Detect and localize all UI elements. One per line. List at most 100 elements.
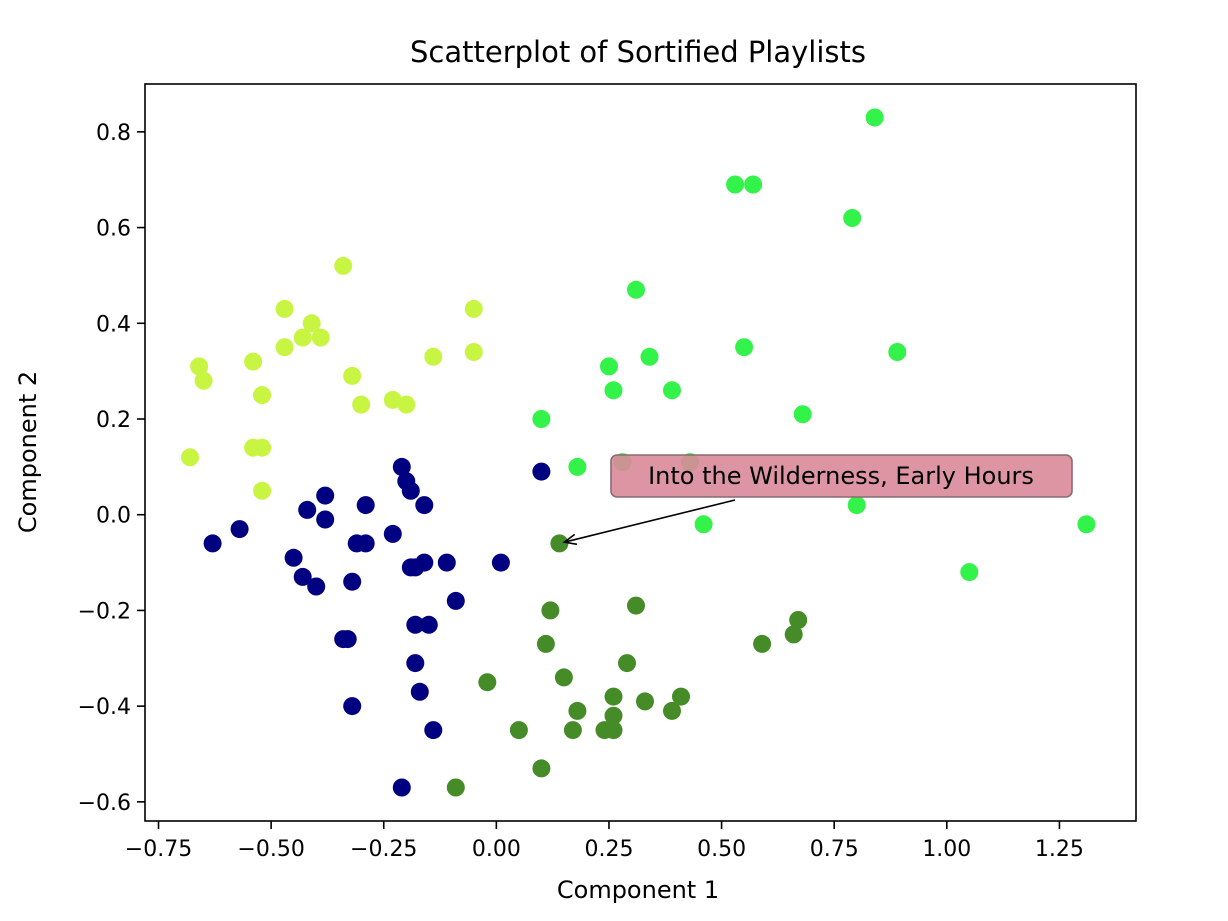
scatter-point-cluster-olive-green-17 xyxy=(532,759,551,778)
scatter-point-cluster-bright-green-9 xyxy=(604,381,623,400)
scatter-point-cluster-bright-green-6 xyxy=(735,338,754,357)
scatter-point-cluster-yellow-green-3 xyxy=(244,352,263,371)
scatter-point-cluster-navy-10 xyxy=(343,572,362,591)
scatter-point-cluster-olive-green-12 xyxy=(604,706,623,725)
scatter-point-cluster-olive-green-7 xyxy=(604,687,623,706)
y-tick-label: 0.6 xyxy=(96,217,131,242)
scatter-point-cluster-navy-5 xyxy=(307,577,326,596)
scatter-point-cluster-olive-green-19 xyxy=(784,625,803,644)
scatter-point-cluster-bright-green-16 xyxy=(694,515,713,534)
y-tick-label: −0.4 xyxy=(78,695,131,720)
y-axis-ticks: −0.6 −0.4 −0.2 0.0 0.2 0.4 0.6 0.8 xyxy=(78,121,145,816)
scatter-point-cluster-navy-32 xyxy=(532,462,551,481)
scatter-point-cluster-navy-21 xyxy=(415,553,434,572)
scatter-point-cluster-olive-green-1 xyxy=(541,601,560,620)
scatter-point-cluster-yellow-green-2 xyxy=(194,371,213,390)
annotation-box xyxy=(610,454,1073,498)
scatter-point-cluster-yellow-green-7 xyxy=(253,481,272,500)
x-tick-label: −0.25 xyxy=(350,837,417,862)
scatter-point-cluster-yellow-green-12 xyxy=(311,328,330,347)
scatter-point-cluster-yellow-green-16 xyxy=(383,390,402,409)
scatter-point-cluster-bright-green-11 xyxy=(793,405,812,424)
x-axis-ticks: −0.75 −0.50 −0.25 0.00 0.25 0.50 0.75 1.00 1.25 xyxy=(125,821,1084,862)
scatter-point-cluster-navy-24 xyxy=(419,615,438,634)
scatter-point-cluster-bright-green-4 xyxy=(627,280,645,299)
x-tick-label: 0.25 xyxy=(584,837,633,862)
scatter-point-cluster-navy-30 xyxy=(491,553,510,572)
scatter-point-cluster-navy-23 xyxy=(406,615,425,634)
scatter-point-cluster-bright-green-13 xyxy=(568,457,587,476)
scatter-point-cluster-navy-3 xyxy=(293,567,312,586)
annotation-arrowhead xyxy=(562,533,578,546)
x-tick-label: 0.75 xyxy=(810,837,859,862)
x-tick-label: 1.25 xyxy=(1035,837,1084,862)
scatter-point-cluster-yellow-green-14 xyxy=(343,366,362,385)
scatter-point-cluster-olive-green-8 xyxy=(636,692,654,711)
scatter-point-cluster-navy-7 xyxy=(316,510,335,529)
scatter-point-cluster-bright-green-10 xyxy=(663,381,681,400)
scatter-point-cluster-yellow-green-17 xyxy=(397,395,416,414)
y-tick-label: 0.2 xyxy=(96,408,131,433)
x-axis-label: Component 1 xyxy=(557,876,719,904)
scatter-point-cluster-navy-1 xyxy=(230,520,249,539)
scatter-point-cluster-bright-green-7 xyxy=(888,343,907,361)
scatter-point-cluster-bright-green-17 xyxy=(847,496,866,515)
scatter-point-cluster-olive-green-9 xyxy=(672,687,690,706)
scatter-point-cluster-yellow-green-6 xyxy=(253,386,272,405)
scatter-point-cluster-bright-green-3 xyxy=(843,209,862,227)
y-tick-label: −0.2 xyxy=(78,599,131,624)
scatter-point-cluster-yellow-green-8 xyxy=(275,299,294,318)
scatter-point-cluster-olive-green-15 xyxy=(563,721,582,740)
scatter-point-cluster-navy-12 xyxy=(356,534,375,553)
scatter-point-cluster-olive-green-2 xyxy=(627,596,645,615)
scatter-point-cluster-yellow-green-15 xyxy=(352,395,371,414)
scatter-point-cluster-olive-green-14 xyxy=(604,721,623,740)
scatter-point-cluster-navy-18 xyxy=(401,481,420,500)
scatter-point-cluster-bright-green-19 xyxy=(960,563,979,582)
scatter-point-cluster-navy-4 xyxy=(298,500,317,519)
scatter-point-cluster-navy-26 xyxy=(410,682,429,701)
scatter-point-cluster-navy-14 xyxy=(343,697,362,716)
scatter-point-cluster-navy-9 xyxy=(338,630,357,649)
scatter-point-cluster-bright-green-12 xyxy=(532,410,551,428)
scatter-point-cluster-bright-green-5 xyxy=(640,347,659,366)
annotation-label: Into the Wilderness, Early Hours xyxy=(648,462,1034,490)
y-tick-label: 0.4 xyxy=(96,312,131,337)
y-tick-label: 0.0 xyxy=(96,504,131,529)
x-tick-label: 0.00 xyxy=(472,837,521,862)
scatter-point-cluster-olive-green-18 xyxy=(446,778,465,797)
x-tick-label: 0.50 xyxy=(697,837,746,862)
scatter-point-cluster-yellow-green-20 xyxy=(464,343,483,361)
scatter-point-cluster-olive-green-5 xyxy=(554,668,573,687)
y-tick-label: 0.8 xyxy=(96,121,131,146)
scatter-point-cluster-olive-green-4 xyxy=(618,654,636,673)
annotation-arrow xyxy=(564,499,736,543)
scatter-point-cluster-navy-6 xyxy=(316,486,335,505)
scatter-point-cluster-olive-green-0 xyxy=(550,534,569,553)
scatter-point-cluster-yellow-green-0 xyxy=(181,448,199,467)
scatter-point-cluster-yellow-green-1 xyxy=(190,357,209,376)
y-tick-label: −0.6 xyxy=(78,791,131,816)
y-axis-label: Component 2 xyxy=(14,371,42,533)
scatter-point-cluster-navy-0 xyxy=(203,534,222,553)
scatter-point-cluster-bright-green-2 xyxy=(744,175,763,194)
annotation: Into the Wilderness, Early Hours xyxy=(562,454,1073,546)
scatter-point-cluster-bright-green-18 xyxy=(1077,515,1096,534)
scatter-point-cluster-yellow-green-11 xyxy=(302,314,321,333)
plot-frame xyxy=(144,83,1137,822)
scatter-point-cluster-navy-25 xyxy=(406,654,425,673)
scatter-point-cluster-yellow-green-9 xyxy=(275,338,294,357)
scatter-point-cluster-yellow-green-19 xyxy=(464,299,483,318)
scatter-point-cluster-navy-27 xyxy=(424,721,443,740)
x-tick-label: 1.00 xyxy=(922,837,971,862)
scatter-point-cluster-olive-green-11 xyxy=(568,701,587,720)
x-tick-label: −0.50 xyxy=(237,837,304,862)
scatter-point-cluster-yellow-green-5 xyxy=(253,438,272,457)
scatter-point-cluster-yellow-green-10 xyxy=(293,328,312,347)
scatter-point-cluster-navy-2 xyxy=(284,548,303,567)
scatter-point-cluster-olive-green-21 xyxy=(753,634,772,653)
scatter-point-cluster-navy-29 xyxy=(446,591,465,610)
scatter-point-cluster-olive-green-20 xyxy=(789,611,808,629)
scatter-point-cluster-olive-green-3 xyxy=(536,634,555,653)
